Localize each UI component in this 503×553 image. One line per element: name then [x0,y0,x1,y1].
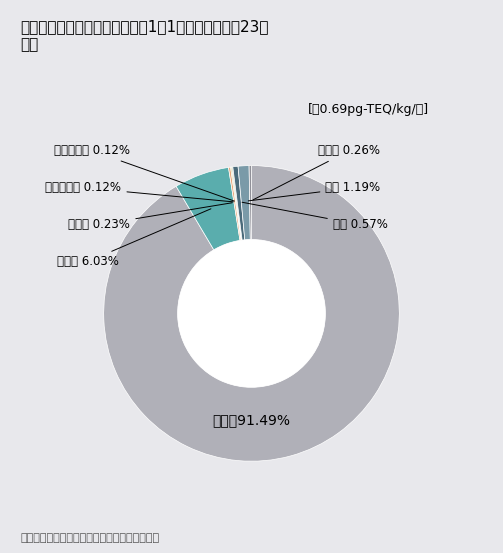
Text: その他 0.26%: その他 0.26% [253,144,380,200]
Wedge shape [238,165,250,240]
Text: 土壌 0.57%: 土壌 0.57% [242,202,388,231]
Wedge shape [249,165,252,239]
Text: 乳・乳製品 0.12%: 乳・乳製品 0.12% [45,181,233,202]
Wedge shape [228,167,241,241]
Text: 魚介類91.49%: 魚介類91.49% [212,413,291,427]
Wedge shape [230,167,241,240]
Text: 調味料 0.23%: 調味料 0.23% [68,203,232,231]
Text: [約0.69pg-TEQ/kg/日]: [約0.69pg-TEQ/kg/日] [308,103,429,116]
Text: 大気 1.19%: 大気 1.19% [248,181,381,201]
Circle shape [178,239,325,387]
Text: 資料：厚生労働省・環境省資料より環境省作成: 資料：厚生労働省・環境省資料より環境省作成 [20,533,159,543]
Wedge shape [233,166,245,240]
Wedge shape [176,168,240,250]
Text: 日本におけるダイオキシン類の1人1日摂取量（平成23年
度）: 日本におけるダイオキシン類の1人1日摂取量（平成23年 度） [20,19,269,52]
Wedge shape [232,167,242,240]
Text: 肉・卵 6.03%: 肉・卵 6.03% [57,209,211,268]
Wedge shape [104,165,399,461]
Text: 砂糖・菓子 0.12%: 砂糖・菓子 0.12% [54,144,234,201]
